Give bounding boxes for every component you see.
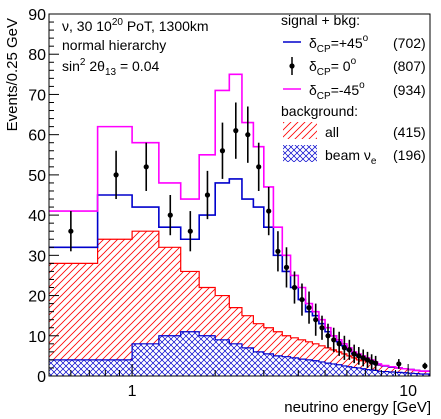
y-tick-label: 0 bbox=[37, 369, 46, 386]
data-point bbox=[319, 315, 325, 340]
svg-text:all: all bbox=[325, 124, 339, 140]
svg-text:(196): (196) bbox=[393, 147, 426, 163]
legend-entry-neg45: δCP=-45o (934) bbox=[283, 80, 426, 102]
legend-entry-bkg-beam-nue: beam νe (196) bbox=[283, 145, 426, 167]
axes: 0 10 20 30 40 50 60 70 80 90 1 10 bbox=[28, 7, 431, 400]
bkg-beam-nue-fill bbox=[49, 331, 430, 376]
data-point bbox=[68, 211, 74, 252]
y-tick-label: 80 bbox=[28, 47, 46, 64]
legend-header-signal: signal + bkg: bbox=[281, 12, 360, 28]
data-point bbox=[356, 347, 362, 365]
data-point bbox=[336, 331, 342, 356]
plot-frame bbox=[48, 13, 431, 377]
bkg-all-fill bbox=[49, 231, 430, 376]
data-point bbox=[299, 283, 305, 316]
data-point bbox=[283, 247, 290, 288]
data-point bbox=[245, 106, 251, 163]
data-point bbox=[143, 142, 149, 191]
svg-text:δCP= 0o: δCP= 0o bbox=[309, 56, 357, 78]
y-tick-label: 20 bbox=[28, 289, 46, 306]
y-tick-label: 60 bbox=[28, 128, 46, 145]
y-tick-label: 10 bbox=[28, 329, 46, 346]
legend-entry-bkg-all: all (415) bbox=[283, 122, 426, 140]
legend: signal + bkg: δCP=+45o (702) δCP= 0o (80… bbox=[281, 12, 426, 167]
x-axis-label: neutrino energy [GeV] bbox=[284, 399, 431, 416]
data-point bbox=[167, 195, 173, 236]
data-point bbox=[275, 231, 281, 272]
x-tick-label: 10 bbox=[399, 383, 417, 400]
data-point bbox=[325, 323, 331, 348]
data-point bbox=[233, 102, 239, 159]
bkg-beam-nue-outline bbox=[49, 331, 430, 375]
annotation-line-1: ν, 30 1020 PoT, 1300km bbox=[62, 17, 209, 34]
data-point bbox=[331, 327, 337, 352]
data-point bbox=[291, 271, 298, 304]
svg-text:δCP=+45o: δCP=+45o bbox=[309, 33, 369, 55]
legend-header-background: background: bbox=[281, 103, 358, 119]
legend-entry-zero: δCP= 0o (807) bbox=[289, 56, 426, 78]
data-point bbox=[113, 150, 119, 200]
data-point bbox=[364, 351, 371, 368]
y-axis-label: Events/0.25 GeV bbox=[4, 18, 21, 131]
data-point bbox=[373, 355, 379, 371]
svg-text:(807): (807) bbox=[393, 58, 426, 74]
legend-entry-pos45: δCP=+45o (702) bbox=[283, 33, 426, 55]
svg-text:beam νe: beam νe bbox=[325, 147, 377, 167]
x-tick-label: 1 bbox=[128, 383, 137, 400]
svg-text:(934): (934) bbox=[393, 82, 426, 98]
data-point bbox=[396, 359, 402, 369]
data-point bbox=[187, 211, 193, 252]
plot-area bbox=[49, 73, 430, 376]
annotation-nu: ν, bbox=[62, 18, 73, 34]
data-point bbox=[313, 303, 319, 336]
y-tick-label: 50 bbox=[28, 168, 46, 185]
data-point bbox=[422, 362, 428, 370]
data-point bbox=[360, 349, 366, 367]
data-point bbox=[351, 344, 357, 364]
annotation-line-2: normal hierarchy bbox=[62, 37, 166, 53]
data-point bbox=[346, 339, 352, 360]
y-tick-label: 40 bbox=[28, 208, 46, 225]
svg-text:(702): (702) bbox=[393, 35, 426, 51]
y-tick-label: 30 bbox=[28, 248, 46, 265]
data-point bbox=[369, 354, 375, 370]
data-point bbox=[219, 122, 226, 179]
y-tick-label: 90 bbox=[28, 7, 46, 24]
data-point bbox=[256, 142, 262, 191]
svg-text:δCP=-45o: δCP=-45o bbox=[309, 80, 365, 102]
data-point bbox=[341, 335, 347, 360]
y-tick-label: 70 bbox=[28, 87, 46, 104]
data-point bbox=[266, 186, 272, 236]
data-point bbox=[204, 170, 211, 220]
data-point bbox=[306, 291, 312, 324]
svg-text:(415): (415) bbox=[393, 124, 426, 140]
annotation-line-3: sin2 2θ13 = 0.04 bbox=[62, 57, 159, 78]
